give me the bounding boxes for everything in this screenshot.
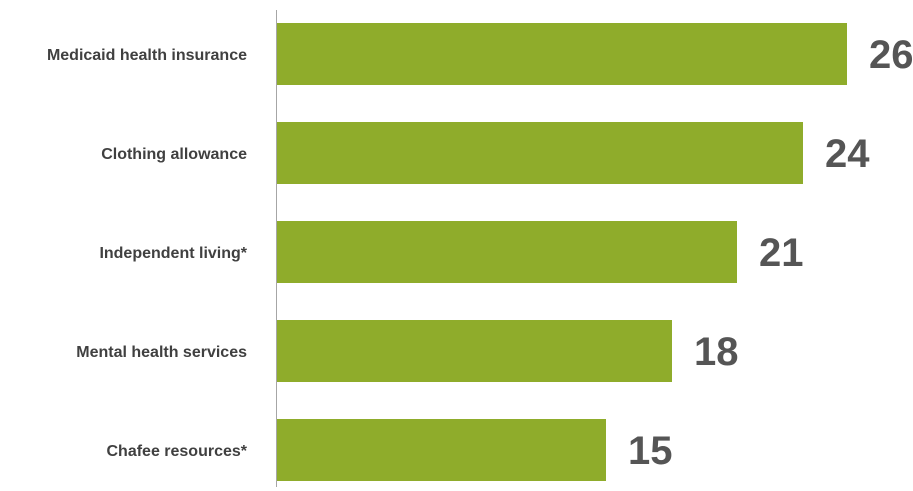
bar-2 <box>277 221 737 283</box>
category-label-3: Mental health services <box>76 344 247 361</box>
category-label-4: Chafee resources* <box>106 443 247 460</box>
value-label-0: 26 <box>869 33 913 77</box>
bar-1 <box>277 122 803 184</box>
category-label-2: Independent living* <box>99 245 247 262</box>
value-label-3: 18 <box>694 330 739 374</box>
value-label-2: 21 <box>759 231 804 275</box>
value-label-1: 24 <box>825 132 870 176</box>
bars-group <box>277 23 847 481</box>
category-labels-group: Medicaid health insurance Clothing allowa… <box>47 47 248 460</box>
category-label-0: Medicaid health insurance <box>47 47 247 64</box>
bar-4 <box>277 419 606 481</box>
value-labels-group: 26 24 21 18 15 <box>628 33 913 473</box>
value-label-4: 15 <box>628 429 673 473</box>
category-label-1: Clothing allowance <box>101 146 247 163</box>
bar-3 <box>277 320 672 382</box>
bar-0 <box>277 23 847 85</box>
